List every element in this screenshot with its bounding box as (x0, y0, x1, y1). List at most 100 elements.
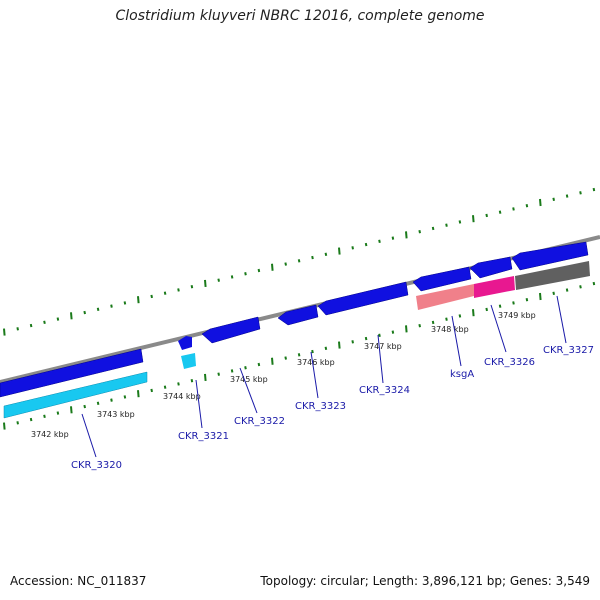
gene-label-ckr-3324[interactable]: CKR_3324 (359, 385, 410, 396)
tick-mark (271, 263, 274, 271)
tick-mark (458, 220, 462, 224)
tick-mark (418, 229, 421, 234)
gene-label-ckr-3322[interactable]: CKR_3322 (234, 416, 285, 427)
position-label: 3747 kbp (364, 342, 402, 351)
gene-label-ksga[interactable]: ksgA (450, 369, 474, 380)
tick-mark (445, 223, 448, 227)
tick-mark (257, 268, 261, 273)
tick-mark (137, 390, 140, 398)
accession-text: Accession: NC_011837 (10, 574, 147, 588)
tick-mark (418, 323, 421, 328)
tick-mark (123, 395, 127, 399)
tick-mark (56, 317, 60, 321)
tick-mark (217, 278, 220, 282)
tick-mark (217, 372, 220, 376)
tick-mark (364, 242, 368, 247)
gene-ckr-3324-arrow[interactable] (317, 281, 409, 316)
tick-mark (163, 385, 167, 389)
gene-ckr-3322-arrow[interactable] (201, 316, 261, 344)
tick-mark (257, 362, 261, 367)
gene-label-ckr-3326[interactable]: CKR_3326 (484, 357, 535, 368)
tick-mark (431, 226, 435, 231)
tick-mark (16, 421, 19, 425)
tick-mark (297, 353, 301, 357)
topology-text: Topology: circular; Length: 3,896,121 bp… (260, 574, 590, 588)
tick-mark (592, 187, 596, 192)
tick-mark (83, 404, 86, 409)
tick-mark (284, 356, 287, 360)
position-label: 3748 kbp (431, 325, 469, 334)
position-label: 3743 kbp (97, 410, 135, 419)
tick-mark (96, 307, 100, 312)
gene-labels: CKR_3320 CKR_3321 CKR_3322 CKR_3323 CKR_… (71, 345, 594, 471)
gene-ckr-3323-arrow[interactable] (277, 304, 319, 326)
tick-mark (3, 422, 6, 430)
tick-mark (485, 307, 488, 312)
gene-ckr-3319-arrow[interactable] (0, 348, 144, 398)
tick-mark (579, 285, 582, 289)
tick-mark (110, 304, 113, 308)
tick-mark (592, 281, 596, 286)
tick-mark (137, 296, 140, 304)
tick-mark (177, 288, 180, 292)
tick-mark (43, 320, 46, 325)
tick-mark (472, 215, 475, 223)
tick-mark (177, 382, 180, 386)
inner-tick-ring (3, 281, 596, 430)
tick-mark (311, 349, 314, 354)
tick-mark (512, 207, 515, 211)
gene-ckr-3327-arrow[interactable] (511, 241, 589, 271)
gene-ckr-3321-arrow[interactable] (178, 336, 192, 350)
tick-mark (539, 292, 542, 301)
tick-mark (512, 301, 515, 305)
gene-ckr-3326-arrow[interactable] (469, 256, 513, 279)
tick-mark (472, 309, 475, 317)
tick-mark (324, 346, 328, 351)
gene-features (0, 241, 590, 419)
tick-mark (431, 320, 435, 325)
gene-label-ckr-3321[interactable]: CKR_3321 (178, 431, 229, 442)
gene-label-ckr-3320[interactable]: CKR_3320 (71, 460, 122, 471)
tick-mark (525, 298, 529, 302)
tick-mark (378, 333, 381, 338)
tick-mark (338, 341, 341, 349)
tick-mark (190, 379, 194, 383)
tick-mark (539, 198, 542, 207)
gene-ckr-3327-feature[interactable] (515, 261, 590, 290)
tick-mark (458, 314, 462, 318)
tick-mark (204, 279, 207, 288)
tick-mark (405, 325, 408, 333)
tick-mark (405, 231, 408, 239)
tick-mark (565, 288, 569, 292)
tick-mark (284, 262, 287, 266)
tick-mark (230, 369, 234, 373)
tick-mark (271, 357, 274, 365)
tick-mark (391, 330, 395, 334)
gene-ksga-arrow[interactable] (412, 266, 472, 292)
tick-mark (83, 310, 86, 315)
position-label: 3744 kbp (163, 392, 201, 401)
tick-mark (204, 373, 207, 382)
tick-mark (110, 398, 113, 402)
gene-label-ckr-3327[interactable]: CKR_3327 (543, 345, 594, 356)
gene-leader-lines (81, 295, 567, 458)
tick-mark (565, 194, 569, 198)
position-label: 3742 kbp (31, 430, 69, 439)
tick-mark (230, 275, 234, 279)
gene-ckr-3320-cyan[interactable] (3, 371, 148, 419)
tick-mark (56, 411, 60, 415)
gene-ksga-feature[interactable] (416, 284, 474, 310)
tick-mark (96, 401, 100, 406)
tick-mark (190, 285, 194, 289)
tick-mark (70, 312, 73, 320)
tick-mark (324, 252, 328, 257)
tick-mark (525, 204, 529, 208)
tick-mark (43, 414, 46, 419)
gene-ckr-3326-feature[interactable] (474, 276, 515, 298)
tick-mark (579, 191, 582, 195)
gene-label-ckr-3323[interactable]: CKR_3323 (295, 401, 346, 412)
position-label: 3745 kbp (230, 375, 268, 384)
gene-ckr-3321-cyan[interactable] (181, 353, 196, 369)
